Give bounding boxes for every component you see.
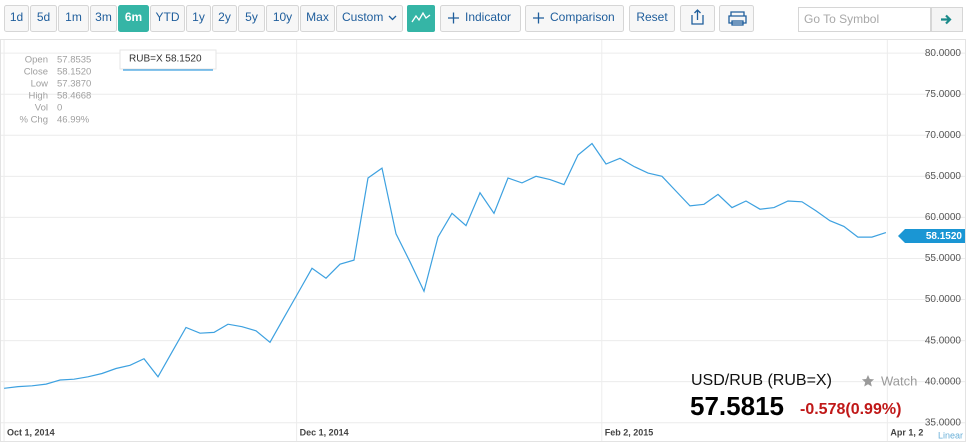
arrow-icon: [941, 14, 952, 25]
quote-name: USD/RUB (RUB=X): [691, 372, 832, 389]
comparison-button[interactable]: Comparison: [525, 5, 624, 32]
line-icon: [411, 11, 431, 23]
custom-label: Custom: [342, 10, 383, 24]
tooltip-text: RUB=X 58.1520: [129, 54, 202, 65]
info-panel: Open 57.8535 Close 58.1520 Low 57.3870 High 58.…: [19, 55, 91, 126]
range-button[interactable]: 2y: [212, 5, 237, 32]
reset-label: Reset: [636, 10, 668, 24]
range-label: 10y: [273, 10, 292, 24]
range-button[interactable]: YTD: [150, 5, 185, 32]
share-icon: [691, 9, 704, 25]
button-bg: [4, 5, 29, 32]
button-bg: [30, 5, 57, 32]
print-button[interactable]: [719, 5, 754, 32]
scale-label[interactable]: Linear: [938, 430, 963, 440]
info-label: Low: [31, 79, 49, 90]
indicator-button[interactable]: Indicator: [440, 5, 521, 32]
chart-type-button[interactable]: [407, 5, 435, 32]
share-button[interactable]: [680, 5, 715, 32]
range-label: 2y: [218, 10, 231, 24]
info-value: 0: [57, 103, 62, 114]
search-placeholder: Go To Symbol: [804, 12, 879, 26]
y-tick-label: 35.0000: [925, 417, 962, 428]
range-button[interactable]: 6m: [118, 5, 149, 32]
quote-change: -0.578(0.99%): [800, 401, 901, 418]
range-label: 6m: [125, 10, 142, 24]
plus-icon: [448, 12, 459, 24]
y-tick-label: 45.0000: [925, 335, 962, 346]
range-button[interactable]: 1y: [186, 5, 211, 32]
range-button[interactable]: Max: [300, 5, 335, 32]
button-bg: [186, 5, 211, 32]
info-label: High: [28, 91, 48, 102]
range-button[interactable]: 3m: [90, 5, 117, 32]
reset-button[interactable]: Reset: [629, 5, 675, 32]
range-label: Max: [306, 10, 329, 24]
comparison-label: Comparison: [550, 10, 615, 24]
range-button[interactable]: 5y: [238, 5, 265, 32]
quote-price: 57.5815: [690, 391, 784, 421]
x-tick-label: Apr 1, 2: [890, 427, 923, 437]
y-tick-label: 65.0000: [925, 171, 962, 182]
range-button[interactable]: 1d: [4, 5, 29, 32]
info-value: 57.3870: [57, 79, 91, 90]
range-label: 5y: [245, 10, 258, 24]
button-bg: [58, 5, 89, 32]
indicator-label: Indicator: [465, 10, 511, 24]
y-tick-label: 60.0000: [925, 212, 962, 223]
info-label: Open: [25, 55, 48, 66]
info-value: 57.8535: [57, 55, 91, 66]
print-icon: [728, 11, 747, 26]
info-label: Close: [24, 67, 48, 78]
y-tick-label: 55.0000: [925, 253, 962, 264]
quote: USD/RUB (RUB=X) Watch 57.5815 -0.578(0.9…: [690, 372, 917, 421]
button-bg: [238, 5, 265, 32]
tooltip: RUB=X 58.1520: [119, 49, 217, 71]
info-label: Vol: [35, 103, 48, 114]
info-value: 46.99%: [57, 115, 90, 126]
y-tick-label: 40.0000: [925, 376, 962, 387]
button-bg: [212, 5, 237, 32]
range-button[interactable]: 10y: [266, 5, 299, 32]
range-label: 5d: [37, 10, 50, 24]
plus-icon: [533, 12, 544, 24]
info-value: 58.1520: [57, 67, 91, 78]
range-label: 1y: [192, 10, 205, 24]
last-price-text: 58.1520: [926, 231, 963, 242]
range-label: 3m: [95, 10, 112, 24]
watch-star[interactable]: [861, 375, 875, 387]
y-tick-label: 80.0000: [925, 48, 962, 59]
price-line: [4, 142, 887, 389]
symbol-search[interactable]: Go To Symbol: [798, 7, 963, 32]
info-label: % Chg: [19, 115, 48, 126]
last-price-badge: 58.1520: [898, 229, 965, 243]
button-bg: [300, 5, 335, 32]
x-tick-label: Dec 1, 2014: [300, 427, 349, 437]
button-bg: [90, 5, 117, 32]
range-label: 1m: [65, 10, 82, 24]
y-tick-label: 70.0000: [925, 130, 962, 141]
range-label: YTD: [156, 10, 180, 24]
chart-frame: [0, 39, 966, 442]
button-bg: [150, 5, 185, 32]
dropdown-icon: [388, 15, 397, 21]
range-button[interactable]: 5d: [30, 5, 57, 32]
y-tick-label: 75.0000: [925, 89, 962, 100]
y-tick-label: 50.0000: [925, 294, 962, 305]
x-tick-label: Feb 2, 2015: [605, 427, 654, 437]
x-tick-label: Oct 1, 2014: [7, 427, 55, 437]
button-bg: [266, 5, 299, 32]
watch-label[interactable]: Watch: [881, 373, 917, 388]
range-button[interactable]: 1m: [58, 5, 89, 32]
range-label: 1d: [10, 10, 23, 24]
info-value: 58.4668: [57, 91, 91, 102]
custom-button[interactable]: Custom: [336, 5, 403, 32]
button-bg: [118, 5, 149, 32]
